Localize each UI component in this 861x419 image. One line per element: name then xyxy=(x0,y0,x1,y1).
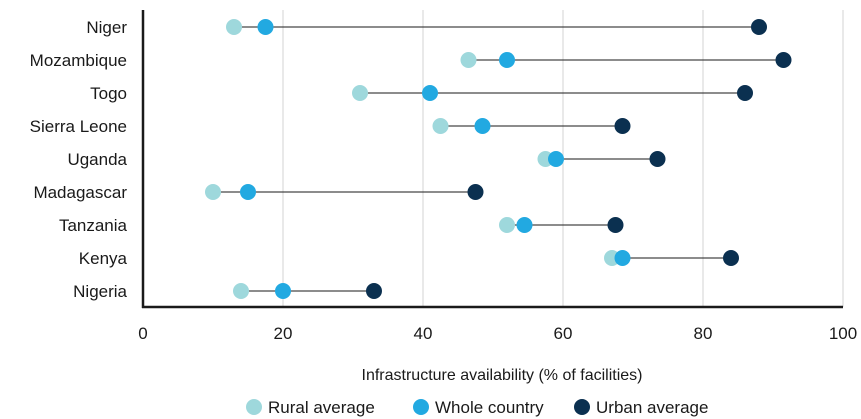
point-urban-average-2 xyxy=(737,85,753,101)
point-urban-average-4 xyxy=(649,151,666,167)
point-whole-country-2 xyxy=(422,85,438,101)
point-whole-country-7 xyxy=(614,250,631,266)
point-whole-country-3 xyxy=(474,118,491,134)
point-rural-average-3 xyxy=(432,118,449,134)
category-label-6: Tanzania xyxy=(59,216,128,235)
category-labels: Niger Mozambique Togo Sierra Leone Uganda Mad… xyxy=(30,18,128,301)
point-urban-average-1 xyxy=(775,52,792,68)
point-urban-average-7 xyxy=(723,250,739,266)
category-label-1: Mozambique xyxy=(30,51,127,70)
x-tick-label-2: 40 xyxy=(414,324,433,343)
point-urban-average-0 xyxy=(751,19,767,35)
legend-label-2: Urban average xyxy=(596,398,708,417)
point-urban-average-3 xyxy=(614,118,631,134)
point-whole-country-6 xyxy=(516,217,533,233)
category-label-7: Kenya xyxy=(79,249,128,268)
point-urban-average-6 xyxy=(607,217,624,233)
point-whole-country-4 xyxy=(548,151,564,167)
legend-marker-1 xyxy=(413,399,429,415)
category-label-5: Madagascar xyxy=(33,183,127,202)
point-rural-average-1 xyxy=(460,52,477,68)
data-points xyxy=(205,19,792,299)
point-urban-average-5 xyxy=(467,184,484,200)
category-label-2: Togo xyxy=(90,84,127,103)
point-rural-average-2 xyxy=(352,85,368,101)
x-axis-title: Infrastructure availability (% of facili… xyxy=(362,367,643,384)
x-tick-label-4: 80 xyxy=(694,324,713,343)
legend-label-1: Whole country xyxy=(435,398,544,417)
point-whole-country-8 xyxy=(275,283,291,299)
point-rural-average-0 xyxy=(226,19,242,35)
point-whole-country-5 xyxy=(240,184,256,200)
legend-label-0: Rural average xyxy=(268,398,375,417)
category-label-3: Sierra Leone xyxy=(30,117,127,136)
x-tick-label-3: 60 xyxy=(554,324,573,343)
point-whole-country-1 xyxy=(499,52,515,68)
legend: Rural average Whole country Urban average xyxy=(246,398,708,417)
point-rural-average-6 xyxy=(499,217,515,233)
x-tick-label-5: 100 xyxy=(829,324,857,343)
category-label-4: Uganda xyxy=(67,150,127,169)
legend-marker-2 xyxy=(574,399,590,415)
point-rural-average-5 xyxy=(205,184,221,200)
point-whole-country-0 xyxy=(257,19,274,35)
x-tick-labels: 0 20 40 60 80 100 xyxy=(138,324,857,343)
point-urban-average-8 xyxy=(366,283,382,299)
category-label-8: Nigeria xyxy=(73,282,127,301)
x-tick-label-0: 0 xyxy=(138,324,147,343)
axes xyxy=(141,10,843,309)
point-rural-average-8 xyxy=(233,283,249,299)
range-connectors xyxy=(213,26,784,292)
x-tick-label-1: 20 xyxy=(274,324,293,343)
legend-marker-0 xyxy=(246,399,262,415)
category-label-0: Niger xyxy=(86,18,127,37)
